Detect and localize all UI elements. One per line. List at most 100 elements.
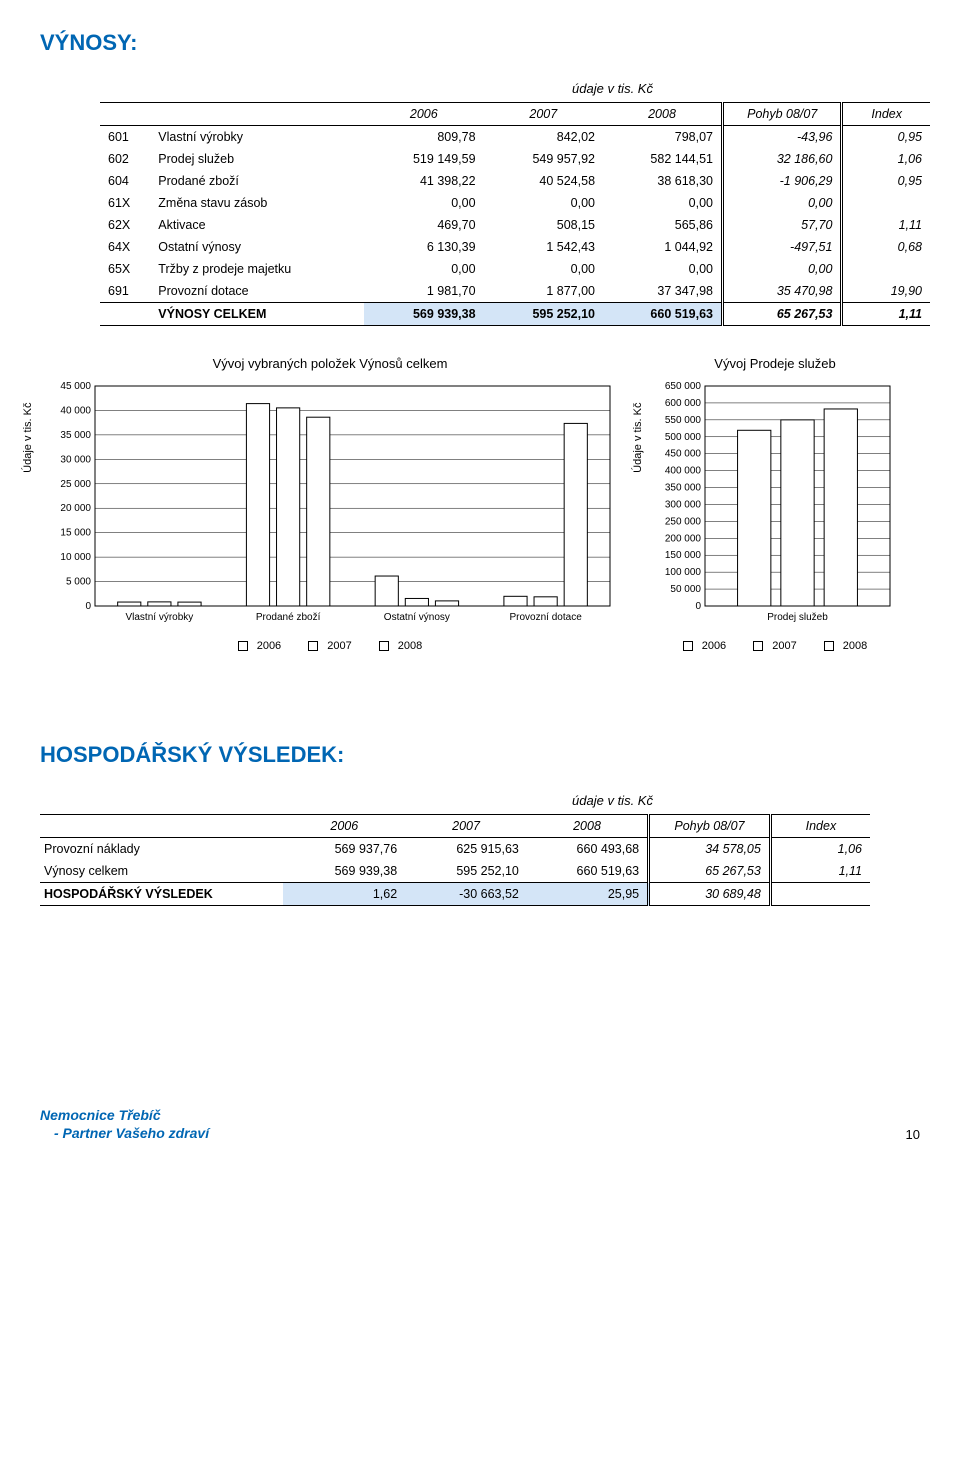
hv-total-2008: 25,95 <box>527 883 649 906</box>
hv-row-2006: 569 939,38 <box>283 860 405 883</box>
section-title-hv: HOSPODÁŘSKÝ VÝSLEDEK: <box>40 742 920 768</box>
table-row: Výnosy celkem569 939,38595 252,10660 519… <box>40 860 870 883</box>
svg-text:Ostatní výnosy: Ostatní výnosy <box>384 612 450 623</box>
hv-row-2006: 569 937,76 <box>283 838 405 861</box>
hv-total-label: HOSPODÁŘSKÝ VÝSLEDEK <box>40 883 283 906</box>
hv-total-2006: 1,62 <box>283 883 405 906</box>
row-pohyb: 57,70 <box>722 214 841 236</box>
svg-text:30 000: 30 000 <box>60 454 91 465</box>
row-2006: 6 130,39 <box>364 236 483 258</box>
table-row: 64XOstatní výnosy6 130,391 542,431 044,9… <box>100 236 930 258</box>
svg-text:250 000: 250 000 <box>665 516 702 527</box>
row-code: 64X <box>100 236 150 258</box>
row-index: 19,90 <box>842 280 930 303</box>
svg-text:0: 0 <box>695 601 701 612</box>
svg-text:40 000: 40 000 <box>60 405 91 416</box>
page-footer: Nemocnice Třebíč - Partner Vašeho zdraví… <box>40 1106 920 1142</box>
hv-th-2008: 2008 <box>527 815 649 838</box>
hv-row-2007: 625 915,63 <box>405 838 527 861</box>
table-row: Provozní náklady569 937,76625 915,63660 … <box>40 838 870 861</box>
hv-row-pohyb: 34 578,05 <box>649 838 771 861</box>
hv-row-label: Provozní náklady <box>40 838 283 861</box>
row-code: 691 <box>100 280 150 303</box>
hv-row-2008: 660 519,63 <box>527 860 649 883</box>
chart2-svg: 050 000100 000150 000200 000250 000300 0… <box>650 381 900 631</box>
table-row: 604Prodané zboží41 398,2240 524,5838 618… <box>100 170 930 192</box>
svg-text:550 000: 550 000 <box>665 415 702 426</box>
row-pohyb: 0,00 <box>722 192 841 214</box>
th-2007: 2007 <box>484 103 603 126</box>
hv-row-index: 1,11 <box>770 860 870 883</box>
svg-text:450 000: 450 000 <box>665 449 702 460</box>
hv-th-2006: 2006 <box>283 815 405 838</box>
row-2006: 1 981,70 <box>364 280 483 303</box>
row-code: 601 <box>100 126 150 149</box>
table-header-row: 2006 2007 2008 Pohyb 08/07 Index <box>100 103 930 126</box>
hv-row-label: Výnosy celkem <box>40 860 283 883</box>
row-code: 61X <box>100 192 150 214</box>
row-index: 0,95 <box>842 126 930 149</box>
row-2008: 565,86 <box>603 214 722 236</box>
total-2008: 660 519,63 <box>603 303 722 326</box>
svg-text:500 000: 500 000 <box>665 432 702 443</box>
row-2008: 38 618,30 <box>603 170 722 192</box>
row-pohyb: -43,96 <box>722 126 841 149</box>
row-pohyb: 35 470,98 <box>722 280 841 303</box>
svg-text:5 000: 5 000 <box>66 577 91 588</box>
total-index: 1,11 <box>842 303 930 326</box>
svg-text:Prodej služeb: Prodej služeb <box>767 612 828 623</box>
row-2007: 0,00 <box>484 192 603 214</box>
row-label: Tržby z prodeje majetku <box>150 258 364 280</box>
chart2-legend: 2006 2007 2008 <box>650 640 900 652</box>
table-row: 601Vlastní výrobky809,78842,02798,07-43,… <box>100 126 930 149</box>
chart1-leg-2008: 2008 <box>398 640 422 652</box>
row-index <box>842 258 930 280</box>
svg-text:45 000: 45 000 <box>60 381 91 392</box>
row-2007: 508,15 <box>484 214 603 236</box>
row-pohyb: 32 186,60 <box>722 148 841 170</box>
vynosy-table: 2006 2007 2008 Pohyb 08/07 Index 601Vlas… <box>100 102 930 326</box>
svg-text:20 000: 20 000 <box>60 503 91 514</box>
th-pohyb: Pohyb 08/07 <box>722 103 841 126</box>
row-2007: 1 542,43 <box>484 236 603 258</box>
row-index: 0,68 <box>842 236 930 258</box>
chart2-leg-2006: 2006 <box>702 640 726 652</box>
chart-vynosy-celkem: Vývoj vybraných položek Výnosů celkem Úd… <box>40 356 620 652</box>
svg-text:15 000: 15 000 <box>60 528 91 539</box>
table-row: 602Prodej služeb519 149,59549 957,92582 … <box>100 148 930 170</box>
table-caption-2: údaje v tis. Kč <box>305 793 920 808</box>
hv-th-index: Index <box>770 815 870 838</box>
chart-prodej-sluzeb: Vývoj Prodeje služeb Údaje v tis. Kč 050… <box>650 356 900 652</box>
svg-text:0: 0 <box>85 601 91 612</box>
total-2007: 595 252,10 <box>484 303 603 326</box>
row-pohyb: -497,51 <box>722 236 841 258</box>
svg-text:10 000: 10 000 <box>60 552 91 563</box>
hv-total-2007: -30 663,52 <box>405 883 527 906</box>
svg-text:300 000: 300 000 <box>665 499 702 510</box>
chart1-legend: 2006 2007 2008 <box>40 640 620 652</box>
row-2007: 0,00 <box>484 258 603 280</box>
chart2-leg-2007: 2007 <box>772 640 796 652</box>
chart1-leg-2006: 2006 <box>257 640 281 652</box>
chart1-ylabel: Údaje v tis. Kč <box>22 402 34 472</box>
chart2-ylabel: Údaje v tis. Kč <box>632 402 644 472</box>
hv-row-index: 1,06 <box>770 838 870 861</box>
footer-line1: Nemocnice Třebíč <box>40 1106 209 1124</box>
row-2006: 41 398,22 <box>364 170 483 192</box>
hv-table: 2006 2007 2008 Pohyb 08/07 Index Provozn… <box>40 814 870 906</box>
row-2007: 40 524,58 <box>484 170 603 192</box>
hv-row-2008: 660 493,68 <box>527 838 649 861</box>
table-row: 62XAktivace469,70508,15565,8657,701,11 <box>100 214 930 236</box>
svg-text:100 000: 100 000 <box>665 567 702 578</box>
total-2006: 569 939,38 <box>364 303 483 326</box>
svg-text:650 000: 650 000 <box>665 381 702 392</box>
hv-total-row: HOSPODÁŘSKÝ VÝSLEDEK1,62-30 663,5225,953… <box>40 883 870 906</box>
row-2008: 0,00 <box>603 258 722 280</box>
row-label: Provozní dotace <box>150 280 364 303</box>
row-label: Prodané zboží <box>150 170 364 192</box>
th-2006: 2006 <box>364 103 483 126</box>
svg-text:35 000: 35 000 <box>60 430 91 441</box>
svg-text:Prodané zboží: Prodané zboží <box>256 612 321 623</box>
svg-text:25 000: 25 000 <box>60 479 91 490</box>
hv-total-pohyb: 30 689,48 <box>649 883 771 906</box>
